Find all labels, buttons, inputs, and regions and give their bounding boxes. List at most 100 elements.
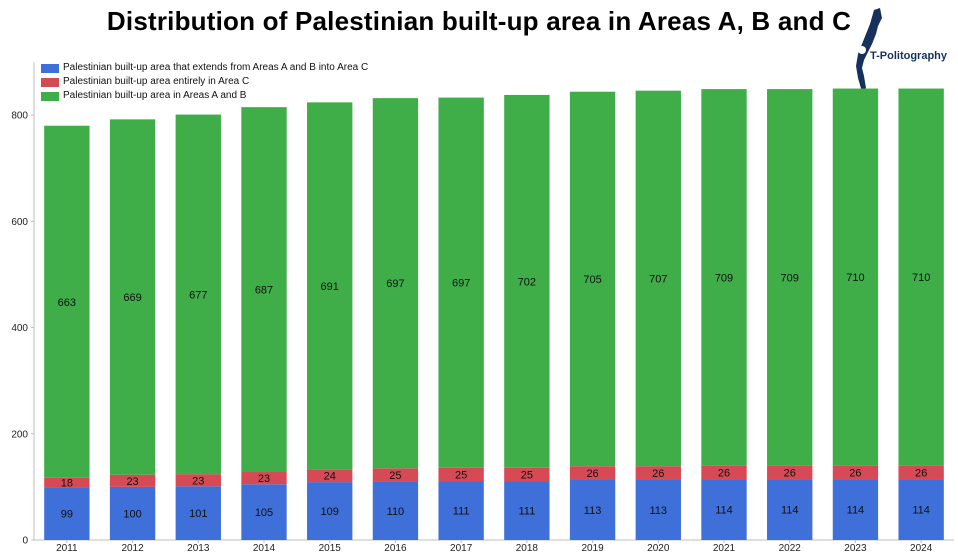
data-label: 663 bbox=[58, 297, 76, 309]
legend-label: Palestinian built-up area entirely in Ar… bbox=[63, 76, 250, 87]
data-label: 697 bbox=[386, 278, 404, 290]
data-label: 710 bbox=[846, 272, 864, 284]
data-label: 26 bbox=[849, 468, 861, 480]
x-tick-label: 2014 bbox=[253, 543, 276, 553]
bar-segment bbox=[898, 479, 944, 540]
bar-segment bbox=[44, 125, 90, 478]
legend-item: Palestinian built-up area entirely in Ar… bbox=[41, 75, 368, 89]
y-tick-label: 400 bbox=[11, 323, 28, 334]
bar-segment bbox=[569, 479, 616, 540]
data-label: 24 bbox=[324, 471, 336, 483]
data-label: 691 bbox=[321, 281, 339, 293]
data-label: 101 bbox=[189, 508, 207, 520]
bar-segment bbox=[109, 486, 156, 540]
data-label: 707 bbox=[649, 273, 667, 285]
data-label: 113 bbox=[650, 505, 668, 517]
bar-segment bbox=[504, 467, 550, 482]
bar-segment bbox=[898, 465, 944, 480]
data-label: 114 bbox=[715, 505, 733, 517]
bar-segment bbox=[569, 91, 616, 467]
bar-segment bbox=[832, 88, 879, 466]
israel-map-emblem-icon bbox=[856, 8, 882, 92]
legend-item: Palestinian built-up area that extends f… bbox=[41, 61, 368, 75]
data-label: 705 bbox=[583, 274, 601, 286]
bar-segment bbox=[241, 484, 287, 540]
bar-segment bbox=[44, 487, 90, 540]
data-label: 710 bbox=[912, 272, 930, 284]
bar-segment bbox=[109, 474, 156, 487]
bar-segment bbox=[635, 90, 681, 467]
bar-segment bbox=[175, 486, 221, 540]
x-tick-label: 2021 bbox=[713, 543, 736, 553]
data-label: 26 bbox=[718, 468, 730, 480]
x-tick-label: 2012 bbox=[121, 543, 144, 553]
bar-segment bbox=[701, 479, 747, 540]
data-label: 99 bbox=[61, 509, 73, 521]
y-tick-label: 200 bbox=[11, 429, 28, 440]
data-label: 687 bbox=[255, 285, 273, 297]
data-label: 702 bbox=[518, 276, 536, 288]
bar-segment bbox=[635, 479, 681, 540]
data-label: 26 bbox=[784, 468, 796, 480]
bar-segment bbox=[767, 465, 813, 480]
chart-legend: Palestinian built-up area that extends f… bbox=[41, 61, 368, 103]
bar-segment bbox=[832, 465, 879, 480]
data-label: 25 bbox=[455, 469, 467, 481]
data-label: 697 bbox=[452, 278, 470, 290]
data-label: 109 bbox=[321, 506, 339, 518]
data-label: 709 bbox=[715, 272, 733, 284]
bar-segment bbox=[307, 469, 353, 483]
legend-swatch bbox=[41, 91, 59, 101]
bar-segment bbox=[241, 107, 287, 473]
data-label: 23 bbox=[258, 473, 270, 485]
chart-title: Distribution of Palestinian built-up are… bbox=[106, 6, 852, 36]
data-label: 25 bbox=[389, 470, 401, 482]
x-tick-label: 2013 bbox=[187, 543, 210, 553]
bar-segment bbox=[372, 98, 419, 469]
data-label: 105 bbox=[255, 507, 273, 519]
legend-item: Palestinian built-up area in Areas A and… bbox=[41, 89, 368, 103]
data-label: 114 bbox=[847, 505, 865, 517]
y-tick-label: 0 bbox=[22, 536, 28, 547]
bar-segment bbox=[701, 465, 747, 480]
bar-segment bbox=[372, 468, 419, 482]
legend-label: Palestinian built-up area that extends f… bbox=[63, 62, 369, 73]
data-label: 26 bbox=[652, 468, 664, 480]
data-label: 18 bbox=[61, 478, 73, 490]
bar-segment bbox=[898, 88, 944, 466]
data-label: 114 bbox=[912, 505, 930, 517]
x-tick-label: 2016 bbox=[384, 543, 407, 553]
data-label: 669 bbox=[123, 292, 141, 304]
data-label: 111 bbox=[518, 506, 535, 518]
x-tick-label: 2018 bbox=[516, 543, 539, 553]
x-tick-label: 2017 bbox=[450, 543, 473, 553]
bar-segment bbox=[635, 466, 681, 480]
data-label: 677 bbox=[189, 289, 207, 301]
data-label: 709 bbox=[781, 272, 799, 284]
x-tick-label: 2023 bbox=[844, 543, 867, 553]
bar-segment bbox=[832, 479, 879, 540]
bar-segment bbox=[175, 474, 221, 487]
bar-segment bbox=[438, 467, 484, 482]
data-label: 110 bbox=[387, 506, 405, 518]
bar-segment bbox=[372, 481, 419, 540]
bar-segment bbox=[109, 119, 156, 475]
legend-label: Palestinian built-up area in Areas A and… bbox=[63, 90, 247, 101]
bar-segment bbox=[701, 89, 747, 466]
bar-segment bbox=[307, 482, 353, 540]
data-label: 23 bbox=[192, 475, 204, 487]
bar-segment bbox=[438, 481, 484, 540]
x-tick-label: 2019 bbox=[581, 543, 604, 553]
bar-segment bbox=[767, 89, 813, 466]
bar-segment bbox=[241, 472, 287, 485]
bar-segment bbox=[767, 479, 813, 540]
y-tick-label: 800 bbox=[11, 111, 28, 122]
bar-segment bbox=[44, 477, 90, 488]
bar-segment bbox=[569, 466, 616, 480]
data-label: 25 bbox=[521, 469, 533, 481]
x-tick-label: 2011 bbox=[56, 543, 78, 553]
x-tick-label: 2020 bbox=[647, 543, 670, 553]
bar-segment bbox=[438, 97, 484, 468]
y-tick-label: 600 bbox=[11, 217, 28, 228]
